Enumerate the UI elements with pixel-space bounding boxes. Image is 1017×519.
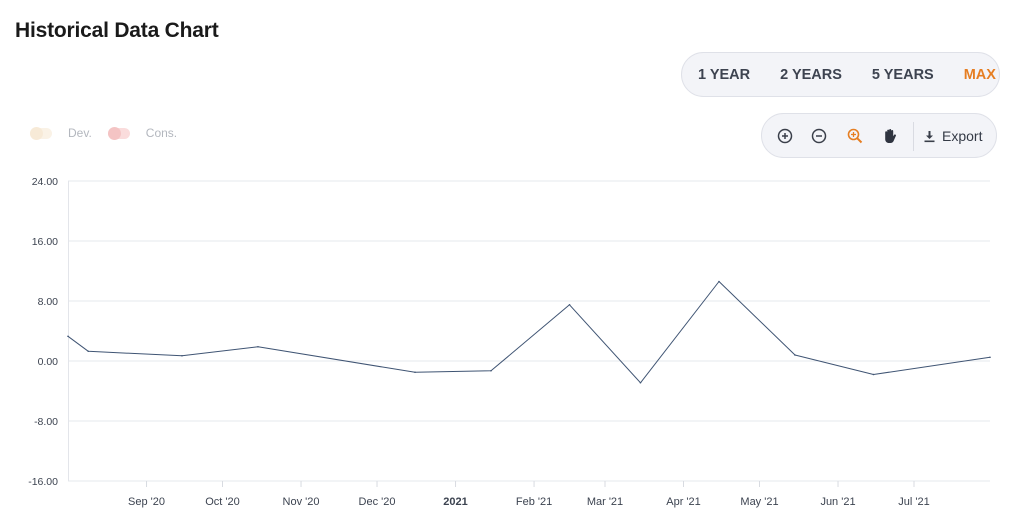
legend-item-cons[interactable]: Cons. — [107, 126, 178, 140]
data-point[interactable] — [87, 350, 90, 353]
line-chart[interactable]: 24.00 16.00 8.00 0.00 -8.00 -16.00 Sep '20 Oct … — [0, 160, 1017, 519]
zoom-out-icon[interactable] — [810, 127, 828, 145]
x-tick-label: Nov '20 — [283, 496, 320, 508]
data-point[interactable] — [718, 280, 720, 283]
export-label: Export — [942, 128, 983, 144]
chart-toolbar: Export — [761, 113, 997, 158]
legend-label-cons: Cons. — [145, 126, 178, 140]
x-tick-label: Jun '21 — [820, 496, 855, 508]
x-tick-label: Mar '21 — [587, 496, 623, 508]
selection-zoom-icon[interactable] — [846, 127, 864, 145]
data-point[interactable] — [414, 371, 416, 374]
pan-hand-icon[interactable] — [881, 127, 899, 145]
x-tick-label: Feb '21 — [516, 496, 552, 508]
time-range-selector: 1 YEAR 2 YEARS 5 YEARS MAX — [681, 52, 1000, 97]
y-tick-label: 24.00 — [32, 176, 58, 188]
data-point[interactable] — [989, 356, 991, 359]
x-tick-label: Dec '20 — [359, 496, 396, 508]
range-1-year-button[interactable]: 1 YEAR — [698, 66, 751, 83]
data-point[interactable] — [794, 354, 796, 356]
x-tick-label: Apr '21 — [666, 496, 701, 508]
page-title: Historical Data Chart — [15, 19, 219, 42]
y-tick-label: 0.00 — [38, 356, 59, 368]
data-point[interactable] — [872, 373, 875, 376]
x-tick-label: May '21 — [740, 496, 778, 508]
zoom-in-icon[interactable] — [776, 127, 794, 145]
x-tick-label: 2021 — [443, 496, 467, 508]
data-point[interactable] — [181, 354, 183, 357]
legend-toggle-dev[interactable] — [30, 126, 52, 140]
data-point[interactable] — [67, 335, 69, 338]
export-button[interactable]: Export — [923, 127, 982, 145]
legend-item-dev[interactable]: Dev. — [30, 126, 92, 140]
data-point[interactable] — [568, 303, 571, 306]
range-max-button[interactable]: MAX — [963, 66, 996, 83]
data-point[interactable] — [490, 369, 492, 372]
toolbar-divider — [913, 122, 914, 151]
legend-label-dev: Dev. — [68, 126, 92, 140]
y-tick-label: 16.00 — [32, 236, 58, 248]
y-tick-label: 8.00 — [38, 296, 59, 308]
data-point[interactable] — [639, 381, 642, 384]
y-tick-label: -8.00 — [34, 416, 58, 428]
x-tick-label: Sep '20 — [128, 496, 165, 508]
range-2-years-button[interactable]: 2 YEARS — [780, 66, 842, 83]
x-tick-label: Oct '20 — [205, 496, 240, 508]
range-5-years-button[interactable]: 5 YEARS — [871, 66, 934, 83]
y-tick-label: -16.00 — [28, 476, 58, 488]
x-tick-label: Jul '21 — [898, 496, 929, 508]
download-icon — [924, 130, 935, 142]
series-line[interactable] — [67, 281, 991, 384]
chart-legend: Dev. Cons. — [30, 124, 193, 142]
legend-toggle-cons[interactable] — [107, 126, 130, 140]
data-point[interactable] — [257, 345, 259, 348]
